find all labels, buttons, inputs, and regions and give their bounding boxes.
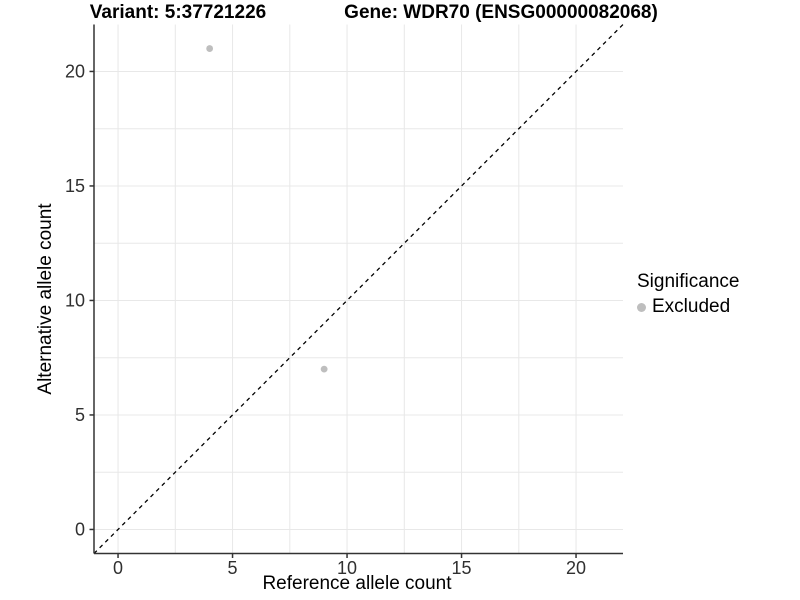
x-tick-label: 15	[452, 558, 472, 578]
legend-item-label: Excluded	[652, 296, 731, 317]
legend: Significance Excluded	[637, 271, 739, 318]
data-point	[206, 45, 214, 52]
data-point	[320, 365, 328, 373]
plot-title-variant: Variant: 5:37721226	[89, 2, 267, 23]
y-tick-label: 5	[75, 405, 85, 425]
y-tick-label: 10	[65, 290, 85, 310]
x-tick-label: 10	[337, 558, 357, 578]
identity-line	[93, 24, 624, 554]
y-tick-label: 15	[65, 176, 85, 196]
x-tick-label: 0	[113, 558, 123, 578]
plot-title-gene: Gene: WDR70 (ENSG00000082068)	[344, 2, 658, 23]
excluded-point-icon	[637, 302, 646, 312]
x-tick-label: 20	[566, 558, 586, 578]
y-axis-title: Alternative allele count	[35, 203, 56, 395]
legend-title: Significance	[637, 271, 740, 292]
y-tick-label: 20	[65, 61, 85, 81]
legend-item-excluded: Excluded	[637, 296, 739, 318]
x-axis-title: Reference allele count	[262, 573, 452, 594]
x-tick-label: 5	[228, 558, 238, 578]
y-tick-label: 0	[75, 519, 85, 539]
